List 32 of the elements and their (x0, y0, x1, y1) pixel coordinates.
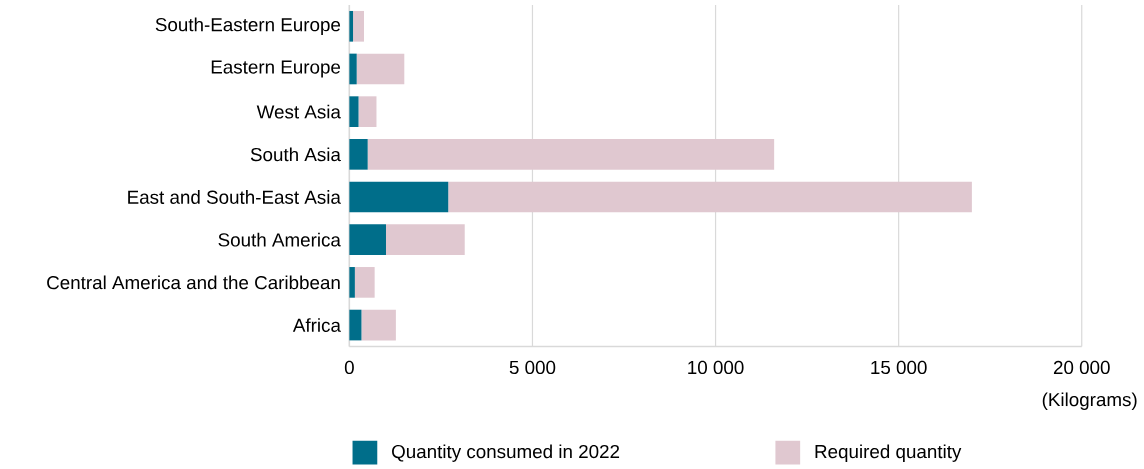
bar (349, 10, 354, 42)
bar (349, 309, 362, 341)
x-tick-label: 0 (344, 360, 354, 375)
x-tick-label: 5 000 (509, 360, 556, 375)
x-tick-label: 20 000 (1053, 360, 1110, 375)
bar (353, 10, 365, 42)
bar (385, 224, 465, 255)
bar (354, 266, 375, 298)
bar (367, 138, 775, 170)
x-tick-label: 15 000 (871, 360, 927, 375)
y-tick-label: Africa (292, 318, 341, 332)
bar (349, 266, 355, 298)
bar (448, 181, 972, 213)
x-axis-title: (Kilograms) (1042, 392, 1137, 410)
bar (349, 224, 386, 255)
bar (356, 53, 405, 85)
y-tick-label: Central America and the Caribbean (47, 275, 340, 290)
bar (358, 96, 377, 127)
y-tick-label: East and South-East Asia (128, 190, 341, 204)
legend-label: Required quantity (815, 444, 962, 462)
bar (349, 96, 359, 127)
bar (349, 181, 449, 213)
y-tick-label: Eastern Europe (211, 60, 341, 78)
bar (349, 138, 368, 170)
bar (361, 309, 396, 341)
x-tick-label: 10 000 (688, 360, 744, 375)
y-tick-label: South-Eastern Europe (155, 17, 341, 35)
y-tick-label: West Asia (256, 104, 341, 119)
bar (349, 53, 357, 85)
legend-label: Quantity consumed in 2022 (392, 444, 620, 462)
y-tick-label: South America (218, 232, 341, 247)
y-tick-label: South Asia (250, 147, 341, 162)
